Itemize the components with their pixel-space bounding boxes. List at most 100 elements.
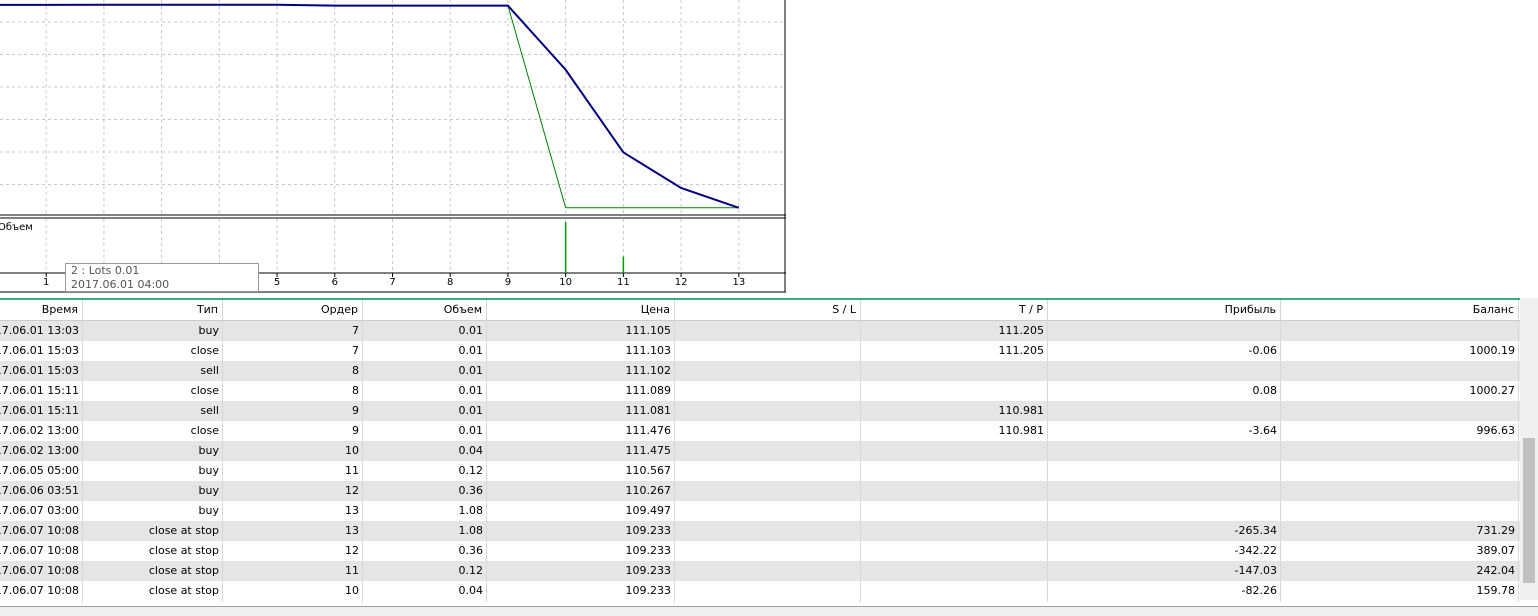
table-cell: -147.03 xyxy=(1234,564,1277,577)
table-cell: 2017.06.07 10:08 xyxy=(0,524,79,537)
table-row: 2017.06.01 15:03 close 7 0.01 111.103 111.205… xyxy=(0,341,1520,361)
table-cell: 13 xyxy=(345,524,359,537)
x-tick-label: 13 xyxy=(732,277,745,288)
table-cell: 2017.06.06 03:51 xyxy=(0,484,79,497)
table-row: 2017.06.01 15:11 sell 9 0.01 111.081 110.981 xyxy=(0,401,1520,421)
column-header: Ордер xyxy=(321,303,358,316)
table-cell: sell xyxy=(200,404,219,417)
table-cell: 159.78 xyxy=(1476,584,1516,597)
table-row: 2017.06.02 13:00 close 9 0.01 111.476 110.981… xyxy=(0,421,1520,441)
table-row: 2017.06.01 15:03 sell 8 0.01 111.102 xyxy=(0,361,1520,381)
column-header: Тип xyxy=(196,303,218,316)
table-cell: 9 xyxy=(352,404,359,417)
table-cell: -342.22 xyxy=(1234,544,1277,557)
scroll-thumb[interactable] xyxy=(1523,438,1535,583)
table-cell: 0.36 xyxy=(458,544,484,557)
table-cell: 0.01 xyxy=(458,404,484,417)
table-cell: buy xyxy=(198,484,219,497)
table-row: 2017.06.02 13:00 buy 10 0.04 111.475 xyxy=(0,441,1520,461)
table-cell: 2017.06.01 13:03 xyxy=(0,324,79,337)
table-cell: 110.981 xyxy=(998,404,1045,417)
table-cell: 0.04 xyxy=(458,584,484,597)
table-cell: buy xyxy=(198,464,219,477)
table-cell: -3.64 xyxy=(1248,424,1277,437)
series-line xyxy=(0,4,739,209)
table-cell: -82.26 xyxy=(1241,584,1277,597)
table-cell: 111.102 xyxy=(625,364,672,377)
column-header: Цена xyxy=(640,303,670,316)
table-cell: close xyxy=(190,424,219,437)
table-cell: 110.981 xyxy=(998,424,1045,437)
table-cell: 2017.06.01 15:03 xyxy=(0,344,79,357)
table-cell: -265.34 xyxy=(1234,524,1277,537)
table-cell: buy xyxy=(198,444,219,457)
column-header: Баланс xyxy=(1472,303,1514,316)
table-cell: 1.08 xyxy=(458,524,484,537)
column-separator xyxy=(362,300,363,602)
table-cell: 242.04 xyxy=(1476,564,1516,577)
column-separator xyxy=(1518,300,1519,602)
table-cell: 13 xyxy=(345,504,359,517)
table-cell: 8 xyxy=(352,384,359,397)
column-header: S / L xyxy=(832,303,856,316)
table-cell: 109.233 xyxy=(625,564,672,577)
table-cell: 2017.06.07 03:00 xyxy=(0,504,79,517)
table-cell: 110.567 xyxy=(625,464,672,477)
table-cell: 111.205 xyxy=(998,324,1045,337)
x-tick-label: 1 xyxy=(43,277,49,288)
table-cell: close at stop xyxy=(148,524,219,537)
table-cell: 10 xyxy=(345,584,359,597)
table-row: 2017.06.01 15:11 close 8 0.01 111.089 0.08 100… xyxy=(0,381,1520,401)
table-cell: 110.267 xyxy=(625,484,672,497)
table-row: 2017.06.07 03:00 buy 13 1.08 109.497 xyxy=(0,501,1520,521)
table-cell: 111.105 xyxy=(625,324,672,337)
tooltip-time: 2017.06.01 04:00 xyxy=(71,278,170,291)
status-bar xyxy=(0,606,1538,616)
table-cell: close at stop xyxy=(148,564,219,577)
table-cell: 2017.06.01 15:11 xyxy=(0,404,79,417)
table-cell: 2017.06.02 13:00 xyxy=(0,424,79,437)
table-cell: buy xyxy=(198,324,219,337)
x-tick-label: 9 xyxy=(505,277,511,288)
table-cell: 109.233 xyxy=(625,544,672,557)
table-cell: 2017.06.07 10:08 xyxy=(0,544,79,557)
column-header: Прибыль xyxy=(1224,303,1276,316)
series-line xyxy=(0,3,740,209)
table-cell: 0.01 xyxy=(458,324,484,337)
x-tick-label: 8 xyxy=(447,277,453,288)
column-separator xyxy=(1280,300,1281,602)
table-cell: 0.01 xyxy=(458,364,484,377)
table-cell: 11 xyxy=(345,564,359,577)
table-cell: 2017.06.01 15:11 xyxy=(0,384,79,397)
table-cell: sell xyxy=(200,364,219,377)
table-cell: 2017.06.01 15:03 xyxy=(0,364,79,377)
table-cell: 0.08 xyxy=(1252,384,1278,397)
tooltip-title: 2 : Lots 0.01 xyxy=(71,264,140,277)
table-row: 2017.06.07 10:08 close at stop 13 1.08 109.2… xyxy=(0,521,1520,541)
column-separator xyxy=(1047,300,1048,602)
trade-table: Время Тип Ордер Объем Цена S / L T / P Прибыль Б… xyxy=(0,298,1520,602)
table-cell: 1000.27 xyxy=(1469,384,1516,397)
column-separator xyxy=(486,300,487,602)
table-cell: 731.29 xyxy=(1476,524,1516,537)
table-cell: 111.103 xyxy=(625,344,672,357)
table-cell: 109.233 xyxy=(625,584,672,597)
column-separator xyxy=(222,300,223,602)
table-cell: 1000.19 xyxy=(1469,344,1516,357)
column-separator xyxy=(82,300,83,602)
column-header: Объем xyxy=(443,303,482,316)
chart: Объем 12345678910111213 xyxy=(0,0,786,293)
column-header: Время xyxy=(41,303,78,316)
table-cell: 1.08 xyxy=(458,504,484,517)
table-cell: 0.12 xyxy=(458,564,484,577)
table-row: 2017.06.07 10:08 close at stop 12 0.36 109.2… xyxy=(0,541,1520,561)
scrollbar[interactable] xyxy=(1520,298,1538,600)
grid xyxy=(0,0,785,273)
table-cell: 11 xyxy=(345,464,359,477)
table-cell: 8 xyxy=(352,364,359,377)
table-cell: 0.36 xyxy=(458,484,484,497)
table-cell: 9 xyxy=(352,424,359,437)
table-cell: -0.06 xyxy=(1248,344,1277,357)
table-row: 2017.06.06 03:51 buy 12 0.36 110.267 xyxy=(0,481,1520,501)
table-cell: 7 xyxy=(352,344,359,357)
